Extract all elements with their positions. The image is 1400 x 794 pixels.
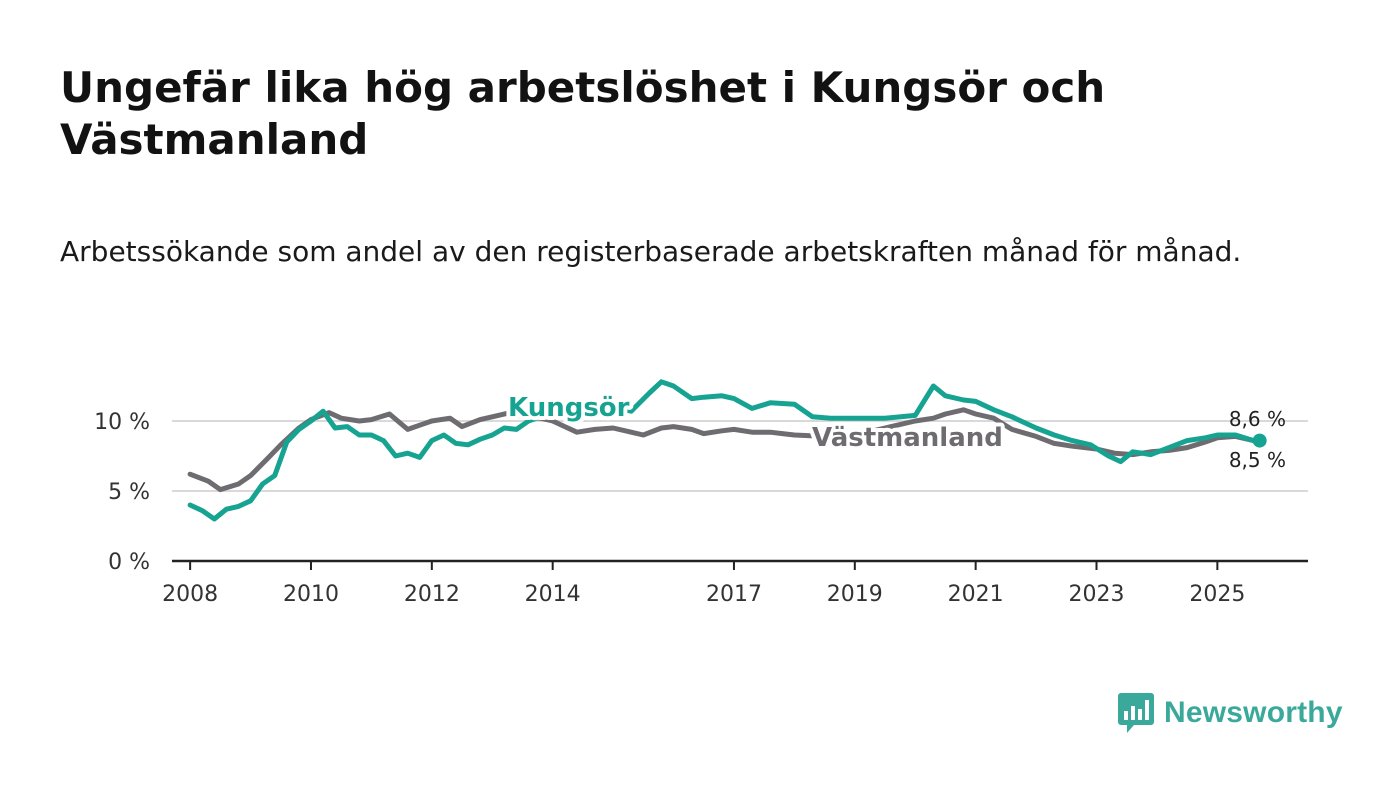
- y-tick-label: 5 %: [108, 480, 150, 505]
- series-label-kungsor-halo: Kungsör: [508, 393, 630, 423]
- x-tick-label: 2019: [827, 582, 883, 607]
- x-tick-label: 2021: [948, 582, 1004, 607]
- series-line-kungsor: [187, 379, 1263, 522]
- page-title: Ungefär lika hög arbetslöshet i Kungsör …: [60, 63, 1106, 164]
- end-value-kungsor: 8,6 %: [1229, 407, 1286, 431]
- x-tick-label: 2010: [283, 582, 339, 607]
- x-tick-label: 2017: [706, 582, 762, 607]
- brand-name: Newsworthy: [1164, 696, 1343, 729]
- series-layer: [187, 379, 1267, 522]
- series-label-vastmanland-halo: Västmanland: [812, 423, 1003, 453]
- end-value-vastmanland: 8,5 %: [1229, 448, 1286, 472]
- bar-chart-speech-icon: [1118, 693, 1154, 733]
- axis-layer: 0 % 5 % 10 % 2008 2010 2012 2014 2017 2019 2021 20…: [94, 410, 1308, 607]
- x-tick-label: 2012: [404, 582, 460, 607]
- x-tick-label: 2008: [162, 582, 218, 607]
- x-tick-label: 2023: [1069, 582, 1125, 607]
- newsworthy-logo: Newsworthy: [1118, 690, 1343, 736]
- series-label-vastmanland: Västmanland: [812, 423, 1003, 453]
- x-tick-label: 2014: [525, 582, 581, 607]
- series-label-kungsor: Kungsör: [508, 393, 630, 423]
- x-tick-label: 2025: [1189, 582, 1245, 607]
- page-subtitle: Arbetssökande som andel av den registerb…: [60, 235, 1242, 268]
- y-tick-label: 10 %: [94, 410, 150, 435]
- end-point-kungsor: [1252, 433, 1267, 448]
- y-tick-label: 0 %: [108, 550, 150, 575]
- label-layer: KungsörKungsörVästmanlandVästmanland8,6 …: [504, 389, 1286, 472]
- series-line-vastmanland: [187, 407, 1263, 493]
